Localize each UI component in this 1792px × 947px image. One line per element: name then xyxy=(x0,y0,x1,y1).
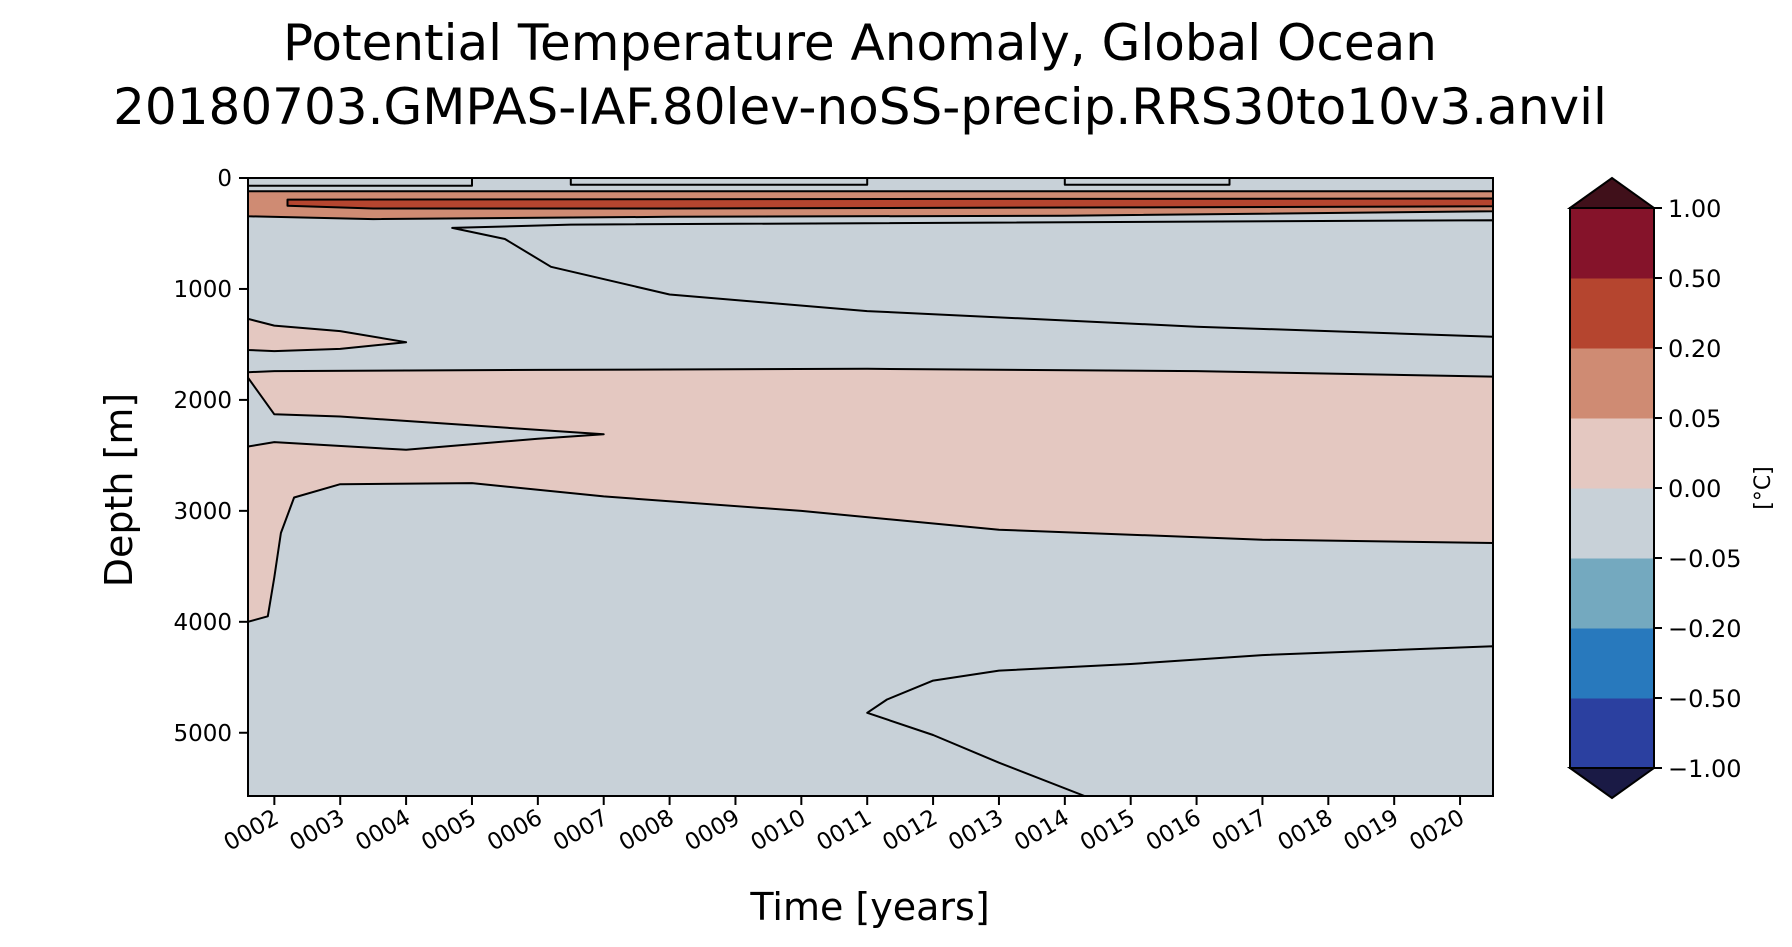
x-tick-label: 0014 xyxy=(1010,805,1074,857)
region-intermediate-warm-tongue xyxy=(248,317,408,353)
x-tick-label: 0009 xyxy=(681,805,745,857)
chart-title: Potential Temperature Anomaly, Global Oc… xyxy=(283,14,1437,72)
x-tick-label: 0008 xyxy=(615,805,679,857)
y-axis-label: Depth [m] xyxy=(97,393,141,588)
y-tick-label: 1000 xyxy=(173,277,232,303)
region-near-surface-warm-core xyxy=(286,197,1493,210)
colorbar-segment xyxy=(1570,208,1654,279)
colorbar-level-label: 0.05 xyxy=(1668,405,1721,433)
colorbar-segment xyxy=(1570,278,1654,349)
x-tick-label: 0017 xyxy=(1208,805,1272,857)
x-tick-label: 0004 xyxy=(351,805,415,857)
colorbar-level-label: −0.20 xyxy=(1668,615,1742,643)
colorbar-segment xyxy=(1570,418,1654,489)
region-abyssal-cool-region xyxy=(866,645,1493,796)
y-tick-label: 5000 xyxy=(173,721,232,747)
x-tick-label: 0015 xyxy=(1076,805,1140,857)
colorbar-level-label: 0.50 xyxy=(1668,265,1721,293)
y-tick-label: 3000 xyxy=(173,499,232,525)
colorbar-segment xyxy=(1570,698,1654,769)
region-surface-cool-patch-mid xyxy=(569,178,869,186)
chart-subtitle: 20180703.GMPAS-IAF.80lev-noSS-precip.RRS… xyxy=(113,78,1607,136)
x-tick-label: 0018 xyxy=(1274,805,1338,857)
colorbar-over-extension xyxy=(1566,176,1658,209)
region-mid-depth-warm-layer xyxy=(248,367,1493,623)
x-axis-ticks: 0002 0003 0004 0005 0006 0007 0008 0009 0010 0011… xyxy=(220,796,1469,856)
plot-frame xyxy=(247,177,1494,797)
colorbar-segment xyxy=(1570,488,1654,559)
x-tick-label: 0011 xyxy=(813,805,877,857)
plot-area xyxy=(248,178,1493,796)
x-tick-label: 0007 xyxy=(549,805,613,857)
colorbar-level-label: −0.50 xyxy=(1668,685,1742,713)
colorbar-segment xyxy=(1570,558,1654,629)
y-axis-ticks: 0 1000 2000 3000 4000 5000 xyxy=(173,166,248,747)
x-tick-label: 0003 xyxy=(286,805,350,857)
x-tick-label: 0020 xyxy=(1405,805,1469,857)
x-tick-label: 0002 xyxy=(220,805,284,857)
x-tick-label: 0005 xyxy=(417,805,481,857)
x-tick-label: 0019 xyxy=(1339,805,1403,857)
colorbar: −1.00 −0.50 −0.20 −0.05 0.00 0.05 0.20 0.50 1.00 xyxy=(1566,176,1742,800)
colorbar-level-label: 0.00 xyxy=(1668,475,1721,503)
x-tick-label: 0012 xyxy=(878,805,942,857)
x-tick-label: 0006 xyxy=(483,805,547,857)
region-deep-cool-upper xyxy=(451,219,1493,338)
colorbar-level-label: −0.05 xyxy=(1668,545,1742,573)
region-surface-cool-patch-east xyxy=(1063,178,1231,186)
region-surface-cool-patch-west xyxy=(248,178,473,187)
x-axis-label: Time [years] xyxy=(749,885,989,929)
colorbar-under-extension xyxy=(1566,767,1658,800)
colorbar-level-label: 1.00 xyxy=(1668,195,1721,223)
colorbar-segment xyxy=(1570,628,1654,699)
colorbar-unit-label: [°C] xyxy=(1751,466,1776,510)
y-tick-label: 4000 xyxy=(173,610,232,636)
contour-regions xyxy=(248,178,1493,796)
x-tick-label: 0010 xyxy=(747,805,811,857)
y-tick-label: 0 xyxy=(217,166,232,192)
x-tick-label: 0016 xyxy=(1142,805,1206,857)
y-tick-label: 2000 xyxy=(173,388,232,414)
colorbar-level-label: 0.20 xyxy=(1668,335,1721,363)
x-tick-label: 0013 xyxy=(944,805,1008,857)
colorbar-level-label: −1.00 xyxy=(1668,755,1742,783)
colorbar-segment xyxy=(1570,348,1654,419)
